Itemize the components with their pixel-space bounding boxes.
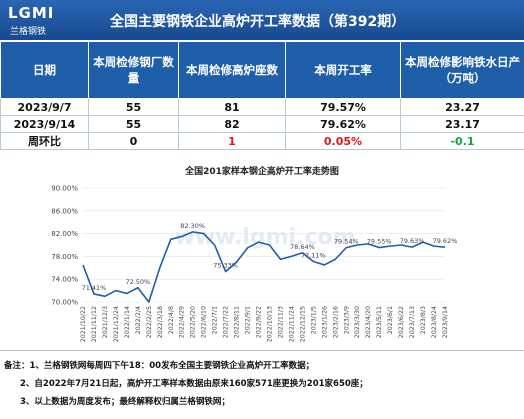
banner: LGMI 兰格钢铁 全国主要钢铁企业高炉开工率数据（第392期） [0, 0, 524, 40]
data-table: 日期 本周检修钢厂数量 本周检修高炉座数 本周开工率 本周检修影响铁水日产（万吨… [0, 41, 524, 150]
x-tick-label: 2023/8/3 [420, 306, 427, 334]
logo: LGMI [8, 4, 54, 22]
column-header: 本周开工率 [286, 42, 401, 99]
row: 2023/9/14 55 82 79.62% 23.17 [1, 116, 524, 133]
x-tick-label: 2022/12/15 [299, 306, 306, 342]
cell: 周环比 [1, 133, 89, 150]
column-header: 本周检修钢厂数量 [89, 42, 179, 99]
cell: -0.1 [401, 133, 524, 150]
cell: 55 [89, 116, 179, 133]
x-tick-label: 2023/3/30 [354, 306, 361, 338]
cell: 2023/9/14 [1, 116, 89, 133]
x-tick-label: 2023/1/5 [310, 306, 317, 334]
x-tick-label: 2021/10/22 [80, 306, 87, 342]
y-tick-label: 86.00% [51, 207, 78, 215]
x-tick-label: 2022/4/8 [168, 306, 175, 334]
y-tick-label: 82.00% [51, 230, 78, 238]
y-tick-label: 78.00% [51, 253, 78, 261]
y-tick-label: 74.00% [51, 276, 78, 284]
x-tick-label: 2022/3/18 [157, 306, 164, 338]
x-tick-label: 2022/7/22 [223, 306, 230, 338]
x-tick-label: 2023/8/24 [431, 306, 438, 338]
cell: 55 [89, 99, 179, 116]
x-tick-label: 2023/6/1 [387, 306, 394, 334]
x-tick-label: 2023/7/13 [409, 306, 416, 338]
cell: 79.57% [286, 99, 401, 116]
x-tick-label: 2022/10/13 [266, 306, 273, 342]
cell: 23.17 [401, 116, 524, 133]
y-tick-label: 90.00% [51, 185, 78, 193]
column-header: 本周检修高炉座数 [179, 42, 286, 99]
x-tick-label: 2022/4/29 [179, 306, 186, 338]
x-tick-label: 2022/7/1 [212, 306, 219, 334]
cell: 1 [179, 133, 286, 150]
column-header: 日期 [1, 42, 89, 99]
data-label: 79.63% [400, 237, 425, 245]
x-tick-label: 2022/6/10 [201, 306, 208, 338]
y-tick-label: 70.00% [51, 299, 78, 307]
x-tick-label: 2023/5/11 [376, 306, 383, 338]
notes: 备注：1、兰格钢铁网每周四下午18：00发布全国主要钢铁企业高炉开工率数据； 2… [0, 350, 524, 419]
cell: 79.62% [286, 116, 401, 133]
data-label: 71.41% [82, 284, 107, 292]
x-tick-label: 2022/5/20 [190, 306, 197, 338]
x-tick-label: 2023/2/16 [332, 306, 339, 338]
data-label: 79.54% [334, 238, 359, 246]
x-tick-label: 2023/4/20 [365, 306, 372, 338]
cell: 0 [89, 133, 179, 150]
cell: 81 [179, 99, 286, 116]
x-tick-label: 2021/12/24 [113, 306, 120, 342]
x-tick-label: 2023/6/22 [398, 306, 405, 338]
data-label: 79.62% [433, 237, 458, 245]
data-label: 75.33% [213, 262, 238, 270]
x-tick-label: 2022/11/3 [277, 306, 284, 338]
note: 2、自2022年7月21日起，高炉开工率样本数据由原来160家571座更换为20… [20, 377, 368, 389]
data-label: 79.55% [367, 238, 392, 246]
x-tick-label: 2021/11/12 [91, 306, 98, 342]
row: 周环比 0 1 0.05% -0.1 [1, 133, 524, 150]
logo-subtitle: 兰格钢铁 [10, 24, 46, 37]
x-tick-label: 2022/8/11 [234, 306, 241, 338]
note: 备注：1、兰格钢铁网每周四下午18：00发布全国主要钢铁企业高炉开工率数据； [4, 359, 314, 371]
column-header: 本周检修影响铁水日产（万吨） [401, 42, 524, 99]
data-label: 77.11% [301, 251, 326, 259]
data-label: 82.30% [180, 222, 205, 230]
cell: 23.27 [401, 99, 524, 116]
data-label: 78.64% [290, 243, 315, 251]
chart-title: 全国201家样本钢企高炉开工率走势图 [184, 165, 339, 177]
x-tick-label: 2023/3/9 [343, 306, 350, 334]
x-tick-label: 2023/1/26 [321, 306, 328, 338]
data-label: 72.50% [125, 278, 150, 286]
chart: 全国201家样本钢企高炉开工率走势图 www.lgmi.com 70.00%74… [0, 152, 524, 349]
x-tick-label: 2022/9/1 [245, 306, 252, 334]
note: 3、以上数据为周度发布；最终解释权归属兰格钢铁网； [20, 395, 230, 407]
cell: 0.05% [286, 133, 401, 150]
cell: 2023/9/7 [1, 99, 89, 116]
row: 2023/9/7 55 81 79.57% 23.27 [1, 99, 524, 116]
title: 全国主要钢铁企业高炉开工率数据（第392期） [110, 11, 405, 31]
header-row: 日期 本周检修钢厂数量 本周检修高炉座数 本周开工率 本周检修影响铁水日产（万吨… [1, 42, 524, 99]
x-tick-label: 2022/2/4 [135, 306, 142, 334]
x-tick-label: 2022/1/14 [124, 306, 131, 338]
cell: 82 [179, 116, 286, 133]
x-tick-label: 2022/9/22 [256, 306, 263, 338]
x-tick-label: 2022/2/25 [146, 306, 153, 338]
x-tick-label: 2023/9/14 [442, 306, 449, 338]
x-tick-label: 2022/11/24 [288, 306, 295, 342]
x-tick-label: 2021/12/3 [102, 306, 109, 338]
